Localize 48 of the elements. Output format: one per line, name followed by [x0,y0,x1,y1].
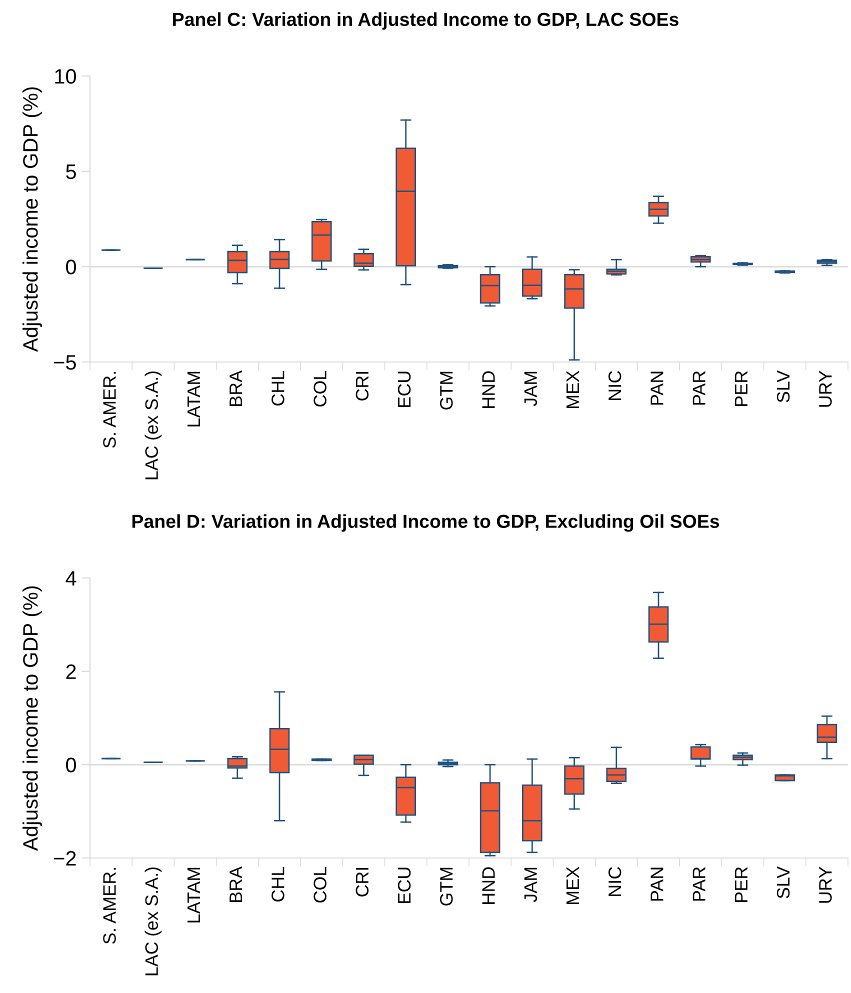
x-tick-label: SLV [776,866,790,898]
x-tick-label: BRA [230,370,242,406]
x-tick-label: BRA [230,866,242,902]
x-tick-label: LATAM [188,868,200,922]
x-tick-label: GTM [440,372,453,410]
x-tick-label: MEX [566,866,579,904]
x-tick-label: PER [734,371,748,406]
x-tick-label: S. AMER. [103,868,116,944]
chart-title: Panel C: Variation in Adjusted Income to GDP, LAC SOEs [173,12,678,30]
y-axis-title: Adjusted income to GDP (%) [22,586,42,851]
y-tick-label: −2 [54,851,76,866]
x-tick-label: HND [482,867,495,904]
x-tick-label: ECU [398,372,411,407]
x-tick-label: CRI [356,372,369,401]
y-tick-label: 4 [66,571,76,586]
x-tick-label: COL [314,866,326,903]
x-tick-label: SLV [776,370,790,402]
y-tick-label: 5 [66,164,76,180]
y-tick-label: −5 [54,355,76,370]
x-tick-label: LAC (ex S.A.) [144,867,162,976]
x-tick-label: PAN [650,868,664,901]
y-tick-label: 2 [66,664,76,679]
x-tick-label: CRI [356,868,369,897]
y-tick-label: 0 [66,758,76,772]
x-tick-label: PAR [692,371,706,405]
x-tick-label: MEX [566,370,579,408]
x-tick-label: PAN [650,372,664,405]
x-tick-label: PER [734,867,748,902]
x-tick-label: NIC [608,867,622,896]
x-tick-label: LAC (ex S.A.) [144,371,162,480]
x-tick-label: JAM [524,372,538,406]
x-tick-label: COL [314,370,326,407]
x-tick-label: NIC [608,371,622,400]
x-tick-label: CHL [272,866,284,902]
y-tick-label: 10 [55,69,76,84]
x-tick-label: URY [819,370,832,407]
x-tick-label: S. AMER. [103,372,116,448]
x-tick-label: JAM [524,868,538,902]
y-axis-title: Adjusted income to GDP (%) [22,87,42,352]
x-tick-label: CHL [272,370,284,406]
x-tick-label: LATAM [188,372,200,426]
chart-title: Panel D: Variation in Adjusted Income to GDP, Excluding Oil SOEs [132,514,720,532]
x-tick-label: HND [482,371,495,408]
x-tick-label: GTM [440,868,453,906]
y-tick-label: 0 [66,260,76,274]
x-tick-label: URY [819,866,832,903]
x-tick-label: ECU [398,868,411,903]
x-tick-label: PAR [692,867,706,901]
